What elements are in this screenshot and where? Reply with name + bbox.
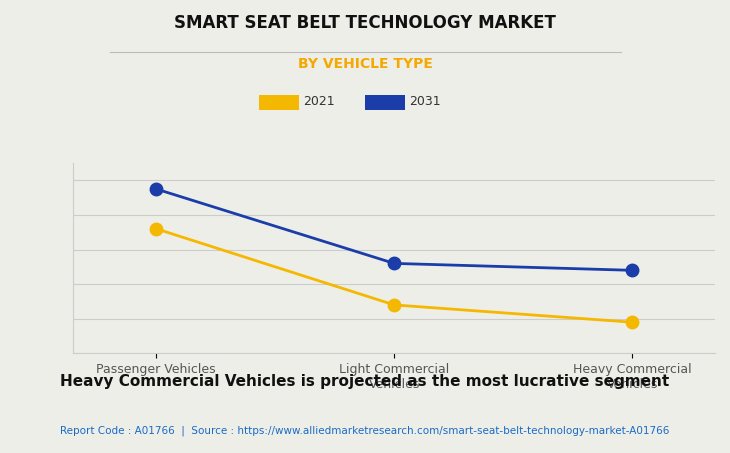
Text: Heavy Commercial Vehicles is projected as the most lucrative segment: Heavy Commercial Vehicles is projected a…: [61, 374, 669, 389]
Text: 2031: 2031: [409, 96, 440, 108]
Line: 2031: 2031: [150, 183, 638, 277]
Text: SMART SEAT BELT TECHNOLOGY MARKET: SMART SEAT BELT TECHNOLOGY MARKET: [174, 14, 556, 32]
Text: 2021: 2021: [303, 96, 334, 108]
2021: [628, 319, 637, 325]
Line: 2021: 2021: [150, 222, 638, 328]
2031: [152, 186, 161, 192]
2021: [152, 226, 161, 231]
2021: [390, 302, 399, 308]
Text: BY VEHICLE TYPE: BY VEHICLE TYPE: [298, 57, 432, 71]
Text: Report Code : A01766  |  Source : https://www.alliedmarketresearch.com/smart-sea: Report Code : A01766 | Source : https://…: [61, 426, 669, 436]
2031: [390, 260, 399, 266]
2031: [628, 268, 637, 273]
